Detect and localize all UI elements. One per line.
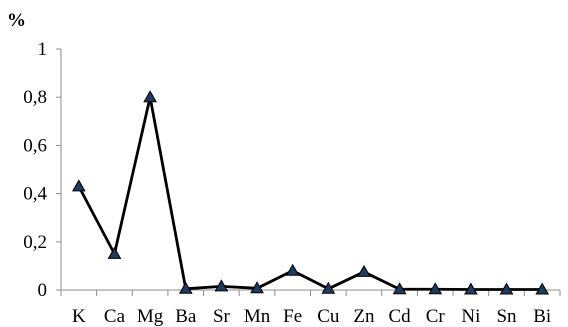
x-tick-label: Ba bbox=[175, 306, 197, 327]
x-tick-label: Sn bbox=[496, 306, 517, 327]
data-point-marker bbox=[214, 279, 229, 292]
data-point-marker bbox=[178, 281, 193, 294]
x-tick-labels: K Ca Mg Ba Sr Mn Fe Cu Zn Cd Cr Ni Sn Bi bbox=[60, 290, 561, 327]
x-tick-label: Mn bbox=[244, 306, 271, 327]
x-tick-label: Mg bbox=[137, 306, 164, 327]
y-tick-label: 0,4 bbox=[23, 184, 47, 205]
data-point-marker bbox=[357, 264, 371, 277]
x-tick-label: Ca bbox=[104, 306, 126, 327]
data-point-marker bbox=[107, 246, 122, 259]
x-tick-label: Zn bbox=[353, 306, 375, 327]
data-point-marker bbox=[392, 282, 407, 295]
data-point-marker bbox=[321, 281, 336, 294]
x-tick-label: Fe bbox=[283, 306, 302, 327]
x-tick-label: Cd bbox=[389, 306, 412, 327]
data-point-marker bbox=[71, 179, 86, 192]
data-point-marker bbox=[535, 282, 550, 295]
x-tick-label: Sr bbox=[213, 306, 231, 327]
axes bbox=[60, 49, 560, 291]
y-tick-label: 0,6 bbox=[23, 135, 47, 156]
data-point-marker bbox=[250, 281, 264, 294]
x-tick-label: Bi bbox=[533, 306, 551, 327]
y-tick-labels: 0 0,2 0,4 0,6 0,8 1 bbox=[23, 39, 61, 301]
y-tick-label: 1 bbox=[38, 39, 48, 60]
series-line bbox=[77, 95, 543, 291]
y-tick-label: 0 bbox=[38, 280, 48, 301]
y-tick-label: 0,8 bbox=[23, 87, 47, 108]
x-tick-label: Cu bbox=[317, 306, 340, 327]
x-tick-label: K bbox=[72, 306, 86, 327]
x-tick-label: Cr bbox=[426, 306, 446, 327]
data-point-marker bbox=[285, 263, 300, 276]
data-point-marker bbox=[499, 282, 514, 295]
data-point-marker bbox=[143, 90, 157, 103]
data-series bbox=[71, 90, 550, 295]
data-point-marker bbox=[428, 282, 443, 295]
data-point-marker bbox=[464, 282, 478, 295]
y-tick-label: 0,2 bbox=[23, 232, 47, 253]
x-tick-label: Ni bbox=[461, 306, 480, 327]
y-axis-label: % bbox=[7, 10, 26, 31]
